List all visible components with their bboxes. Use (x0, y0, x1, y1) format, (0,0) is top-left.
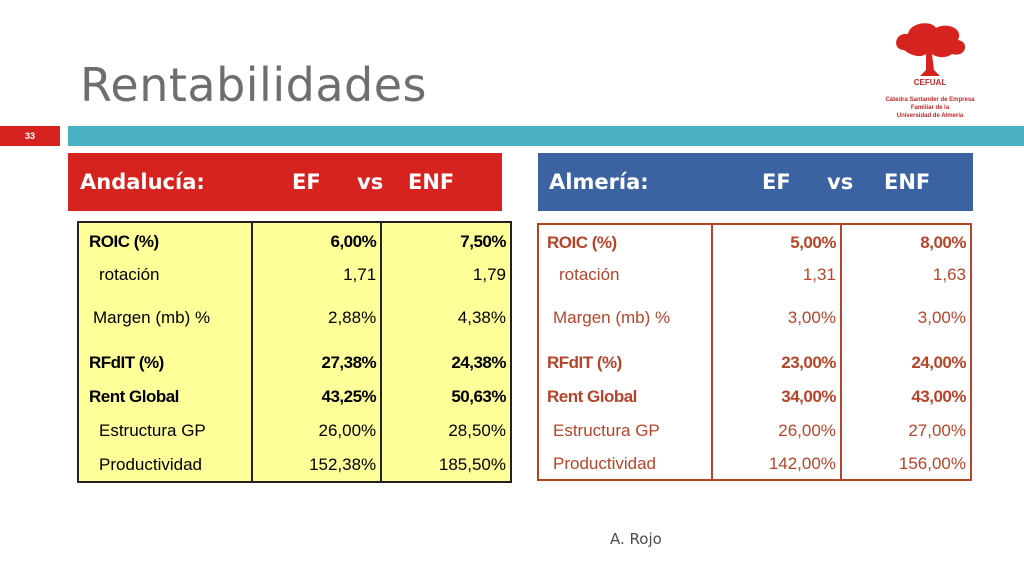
enf-value: 156,00% (898, 453, 966, 473)
enf-value: 24,38% (451, 353, 506, 372)
table-row: RFdIT (%) 27,38% 24,38% (78, 346, 511, 380)
ef-value: 43,25% (252, 380, 383, 414)
accent-bar (68, 126, 1024, 146)
row-label: ROIC (%) (78, 222, 254, 260)
enf-value: 24,00% (911, 353, 966, 372)
table-row: Estructura GP 26,00% 28,50% (78, 414, 511, 448)
row-label: Productividad (78, 448, 254, 482)
table-row: RFdIT (%) 23,00% 24,00% (538, 346, 971, 380)
row-label: RFdIT (%) (538, 346, 713, 380)
logo-name: CEFUAL (913, 78, 947, 87)
row-label: Margen (mb) % (538, 290, 713, 346)
ef-value: 152,38% (252, 448, 383, 482)
ef-value: 3,00% (711, 290, 842, 346)
enf-value: 50,63% (451, 387, 506, 406)
logo-line-1: Cátedra Santander de Empresa (885, 97, 975, 103)
andalucia-table: ROIC (%) 6,00% 7,50% rotación 1,71 1,79 … (77, 221, 512, 483)
table-row: Margen (mb) % 2,88% 4,38% (78, 290, 511, 346)
ef-label: EF (762, 170, 791, 194)
table-row: Margen (mb) % 3,00% 3,00% (538, 290, 971, 346)
row-label: rotación (538, 260, 713, 290)
ef-value: 27,38% (252, 346, 383, 380)
region-label: Almería: (549, 170, 649, 194)
row-label: Rent Global (538, 380, 713, 414)
ef-value: 5,00% (711, 224, 842, 260)
logo-line-3: Universidad de Almería (896, 113, 964, 119)
enf-value: 3,00% (917, 308, 966, 327)
ef-value: 26,00% (711, 414, 842, 448)
table-row: ROIC (%) 5,00% 8,00% (538, 224, 971, 260)
table-row: rotación 1,31 1,63 (538, 260, 971, 290)
row-label: rotación (78, 260, 254, 290)
ef-label: EF (292, 170, 321, 194)
row-label: Estructura GP (538, 414, 713, 448)
enf-value: 1,79 (472, 265, 506, 284)
enf-value: 4,38% (457, 308, 506, 327)
logo-line-2: Familiar de la (910, 105, 950, 111)
ef-value: 1,71 (252, 260, 383, 290)
row-label: RFdIT (%) (78, 346, 254, 380)
row-label: Productividad (538, 448, 713, 480)
table-row: Rent Global 43,25% 50,63% (78, 380, 511, 414)
row-label: Rent Global (78, 380, 254, 414)
tree-icon (896, 23, 966, 76)
enf-value: 28,50% (448, 421, 506, 440)
region-label: Andalucía: (80, 170, 205, 194)
vs-label: vs (357, 170, 384, 194)
table-row: Productividad 152,38% 185,50% (78, 448, 511, 482)
footer-author: A. Rojo (610, 530, 662, 548)
slide-number: 33 (0, 126, 60, 146)
table-row: Estructura GP 26,00% 27,00% (538, 414, 971, 448)
enf-label: ENF (884, 170, 931, 194)
ef-value: 34,00% (711, 380, 842, 414)
vs-label: vs (827, 170, 854, 194)
table-row: rotación 1,71 1,79 (78, 260, 511, 290)
almeria-header: Almería: EF vs ENF (538, 153, 973, 211)
ef-value: 2,88% (252, 290, 383, 346)
table-row: Rent Global 34,00% 43,00% (538, 380, 971, 414)
ef-value: 142,00% (711, 448, 842, 480)
enf-value: 27,00% (908, 421, 966, 440)
ef-value: 6,00% (252, 222, 383, 260)
slide-title: Rentabilidades (80, 58, 427, 112)
ef-value: 26,00% (252, 414, 383, 448)
enf-value: 185,50% (438, 454, 506, 474)
row-label: Estructura GP (78, 414, 254, 448)
row-label: Margen (mb) % (78, 290, 254, 346)
ef-value: 23,00% (711, 346, 842, 380)
ef-value: 1,31 (711, 260, 842, 290)
enf-value: 7,50% (460, 231, 506, 251)
row-label: ROIC (%) (538, 224, 713, 260)
logo-caption: Cátedra Santander de Empresa Familiar de… (870, 96, 990, 120)
enf-value: 43,00% (911, 387, 966, 406)
andalucia-header: Andalucía: EF vs ENF (68, 153, 502, 211)
cefual-logo: CEFUAL Cátedra Santander de Empresa Fami… (870, 20, 990, 130)
almeria-table: ROIC (%) 5,00% 8,00% rotación 1,31 1,63 … (537, 223, 972, 481)
enf-value: 8,00% (920, 232, 966, 252)
enf-label: ENF (408, 170, 455, 194)
table-row: Productividad 142,00% 156,00% (538, 448, 971, 480)
enf-value: 1,63 (932, 265, 966, 284)
table-row: ROIC (%) 6,00% 7,50% (78, 222, 511, 260)
